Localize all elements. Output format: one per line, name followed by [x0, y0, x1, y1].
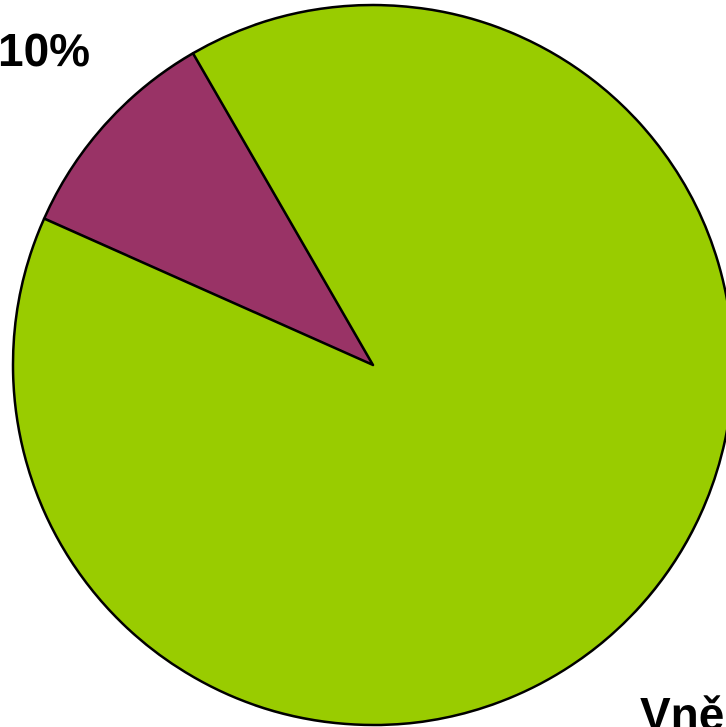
slice-label: 10% — [0, 24, 90, 76]
slice-label: Vně — [640, 688, 724, 727]
pie-slice — [42, 51, 375, 367]
pie-slice — [11, 3, 726, 727]
